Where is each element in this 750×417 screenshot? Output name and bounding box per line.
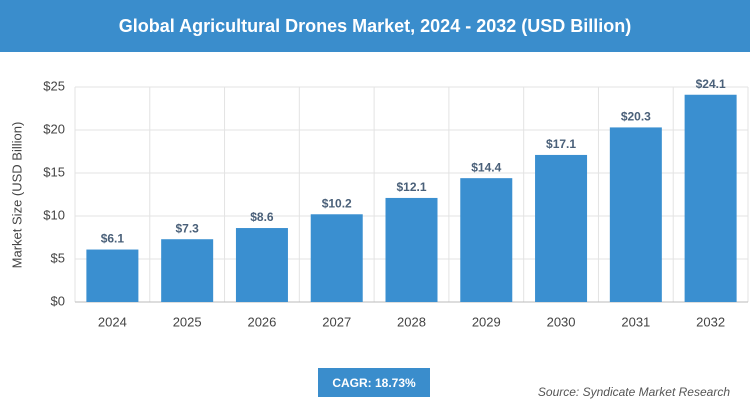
y-tick-label: $20 — [43, 121, 65, 136]
x-tick-label: 2032 — [696, 314, 725, 329]
y-tick-label: $0 — [51, 293, 65, 308]
cagr-badge: CAGR: 18.73% — [318, 368, 430, 397]
x-tick-label: 2028 — [397, 314, 426, 329]
value-label: $12.1 — [396, 180, 426, 194]
bar — [310, 214, 363, 302]
bar — [460, 178, 513, 302]
y-tick-label: $25 — [43, 78, 65, 93]
chart-title: Global Agricultural Drones Market, 2024 … — [0, 0, 750, 52]
value-label: $17.1 — [546, 137, 576, 151]
bar — [535, 154, 588, 302]
y-tick-label: $10 — [43, 207, 65, 222]
value-label: $20.3 — [621, 110, 651, 124]
bar — [385, 197, 438, 302]
chart: Market Size (USD Billion) $0 $5 $10 $15 $20 $… — [9, 77, 749, 329]
value-label: $7.3 — [175, 221, 199, 235]
y-axis-title: Market Size (USD Billion) — [9, 122, 24, 269]
value-label: $14.4 — [471, 160, 501, 174]
y-tick-label: $15 — [43, 164, 65, 179]
value-label: $10.2 — [322, 196, 352, 210]
x-tick-label: 2024 — [98, 314, 127, 329]
bar — [609, 127, 662, 302]
x-tick-label: 2029 — [472, 314, 501, 329]
x-tick-label: 2025 — [173, 314, 202, 329]
bar — [684, 94, 737, 302]
x-tick-label: 2031 — [621, 314, 650, 329]
bar — [235, 228, 288, 302]
x-tick-label: 2030 — [547, 314, 576, 329]
value-label: $24.1 — [696, 77, 726, 91]
bar — [161, 239, 214, 302]
x-tick-label: 2026 — [247, 314, 276, 329]
value-label: $8.6 — [250, 210, 274, 224]
source-note: Source: Syndicate Market Research — [537, 385, 730, 399]
bar — [86, 249, 139, 302]
y-tick-label: $5 — [51, 250, 65, 265]
x-tick-label: 2027 — [322, 314, 351, 329]
value-label: $6.1 — [101, 232, 125, 246]
